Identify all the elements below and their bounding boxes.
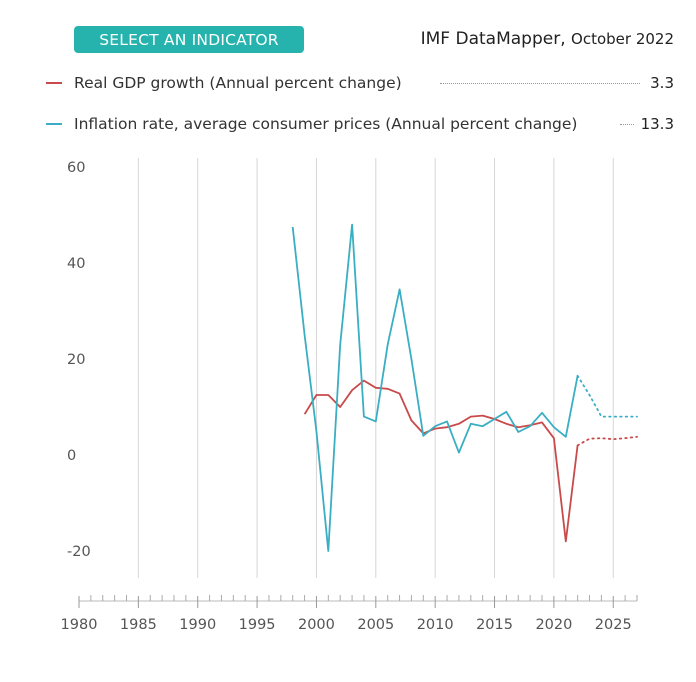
- legend-label-inflation: Inflation rate, average consumer prices …: [74, 115, 578, 133]
- legend-item-gdp[interactable]: Real GDP growth (Annual percent change) …: [46, 72, 674, 94]
- source-name: IMF DataMapper,: [420, 29, 566, 49]
- legend-swatch-gdp: [46, 82, 62, 84]
- x-tick-label-1990: 1990: [179, 617, 216, 633]
- series-projection-1: [576, 374, 638, 418]
- legend-leader-gdp: [440, 83, 640, 84]
- series-line-0: [303, 379, 579, 543]
- legend-swatch-inflation: [46, 123, 62, 125]
- legend-leader-inflation: [620, 124, 634, 125]
- series-line-1: [291, 223, 579, 552]
- y-tick-label-1: 0: [67, 448, 76, 464]
- y-tick-label-0: -20: [67, 544, 91, 560]
- source-attribution: IMF DataMapper, October 2022: [421, 29, 674, 49]
- source-date: October 2022: [571, 30, 674, 48]
- x-tick-label-2015: 2015: [476, 617, 513, 633]
- legend-value-gdp: 3.3: [650, 74, 674, 92]
- legend-label-gdp: Real GDP growth (Annual percent change): [74, 74, 402, 92]
- x-tick-label-1980: 1980: [61, 617, 98, 633]
- series-projection-0: [576, 435, 638, 447]
- y-tick-label-2: 20: [67, 352, 85, 368]
- x-tick-label-2025: 2025: [595, 617, 632, 633]
- x-tick-label-1995: 1995: [239, 617, 276, 633]
- y-tick-label-3: 40: [67, 256, 85, 272]
- select-indicator-button[interactable]: SELECT AN INDICATOR: [74, 26, 304, 53]
- x-tick-label-2020: 2020: [535, 617, 572, 633]
- x-tick-label-2000: 2000: [298, 617, 335, 633]
- legend-value-inflation: 13.3: [640, 115, 674, 133]
- x-tick-label-1985: 1985: [120, 617, 157, 633]
- legend-item-inflation[interactable]: Inflation rate, average consumer prices …: [46, 113, 674, 135]
- x-tick-label-2010: 2010: [417, 617, 454, 633]
- y-tick-label-4: 60: [67, 160, 85, 176]
- x-tick-label-2005: 2005: [357, 617, 394, 633]
